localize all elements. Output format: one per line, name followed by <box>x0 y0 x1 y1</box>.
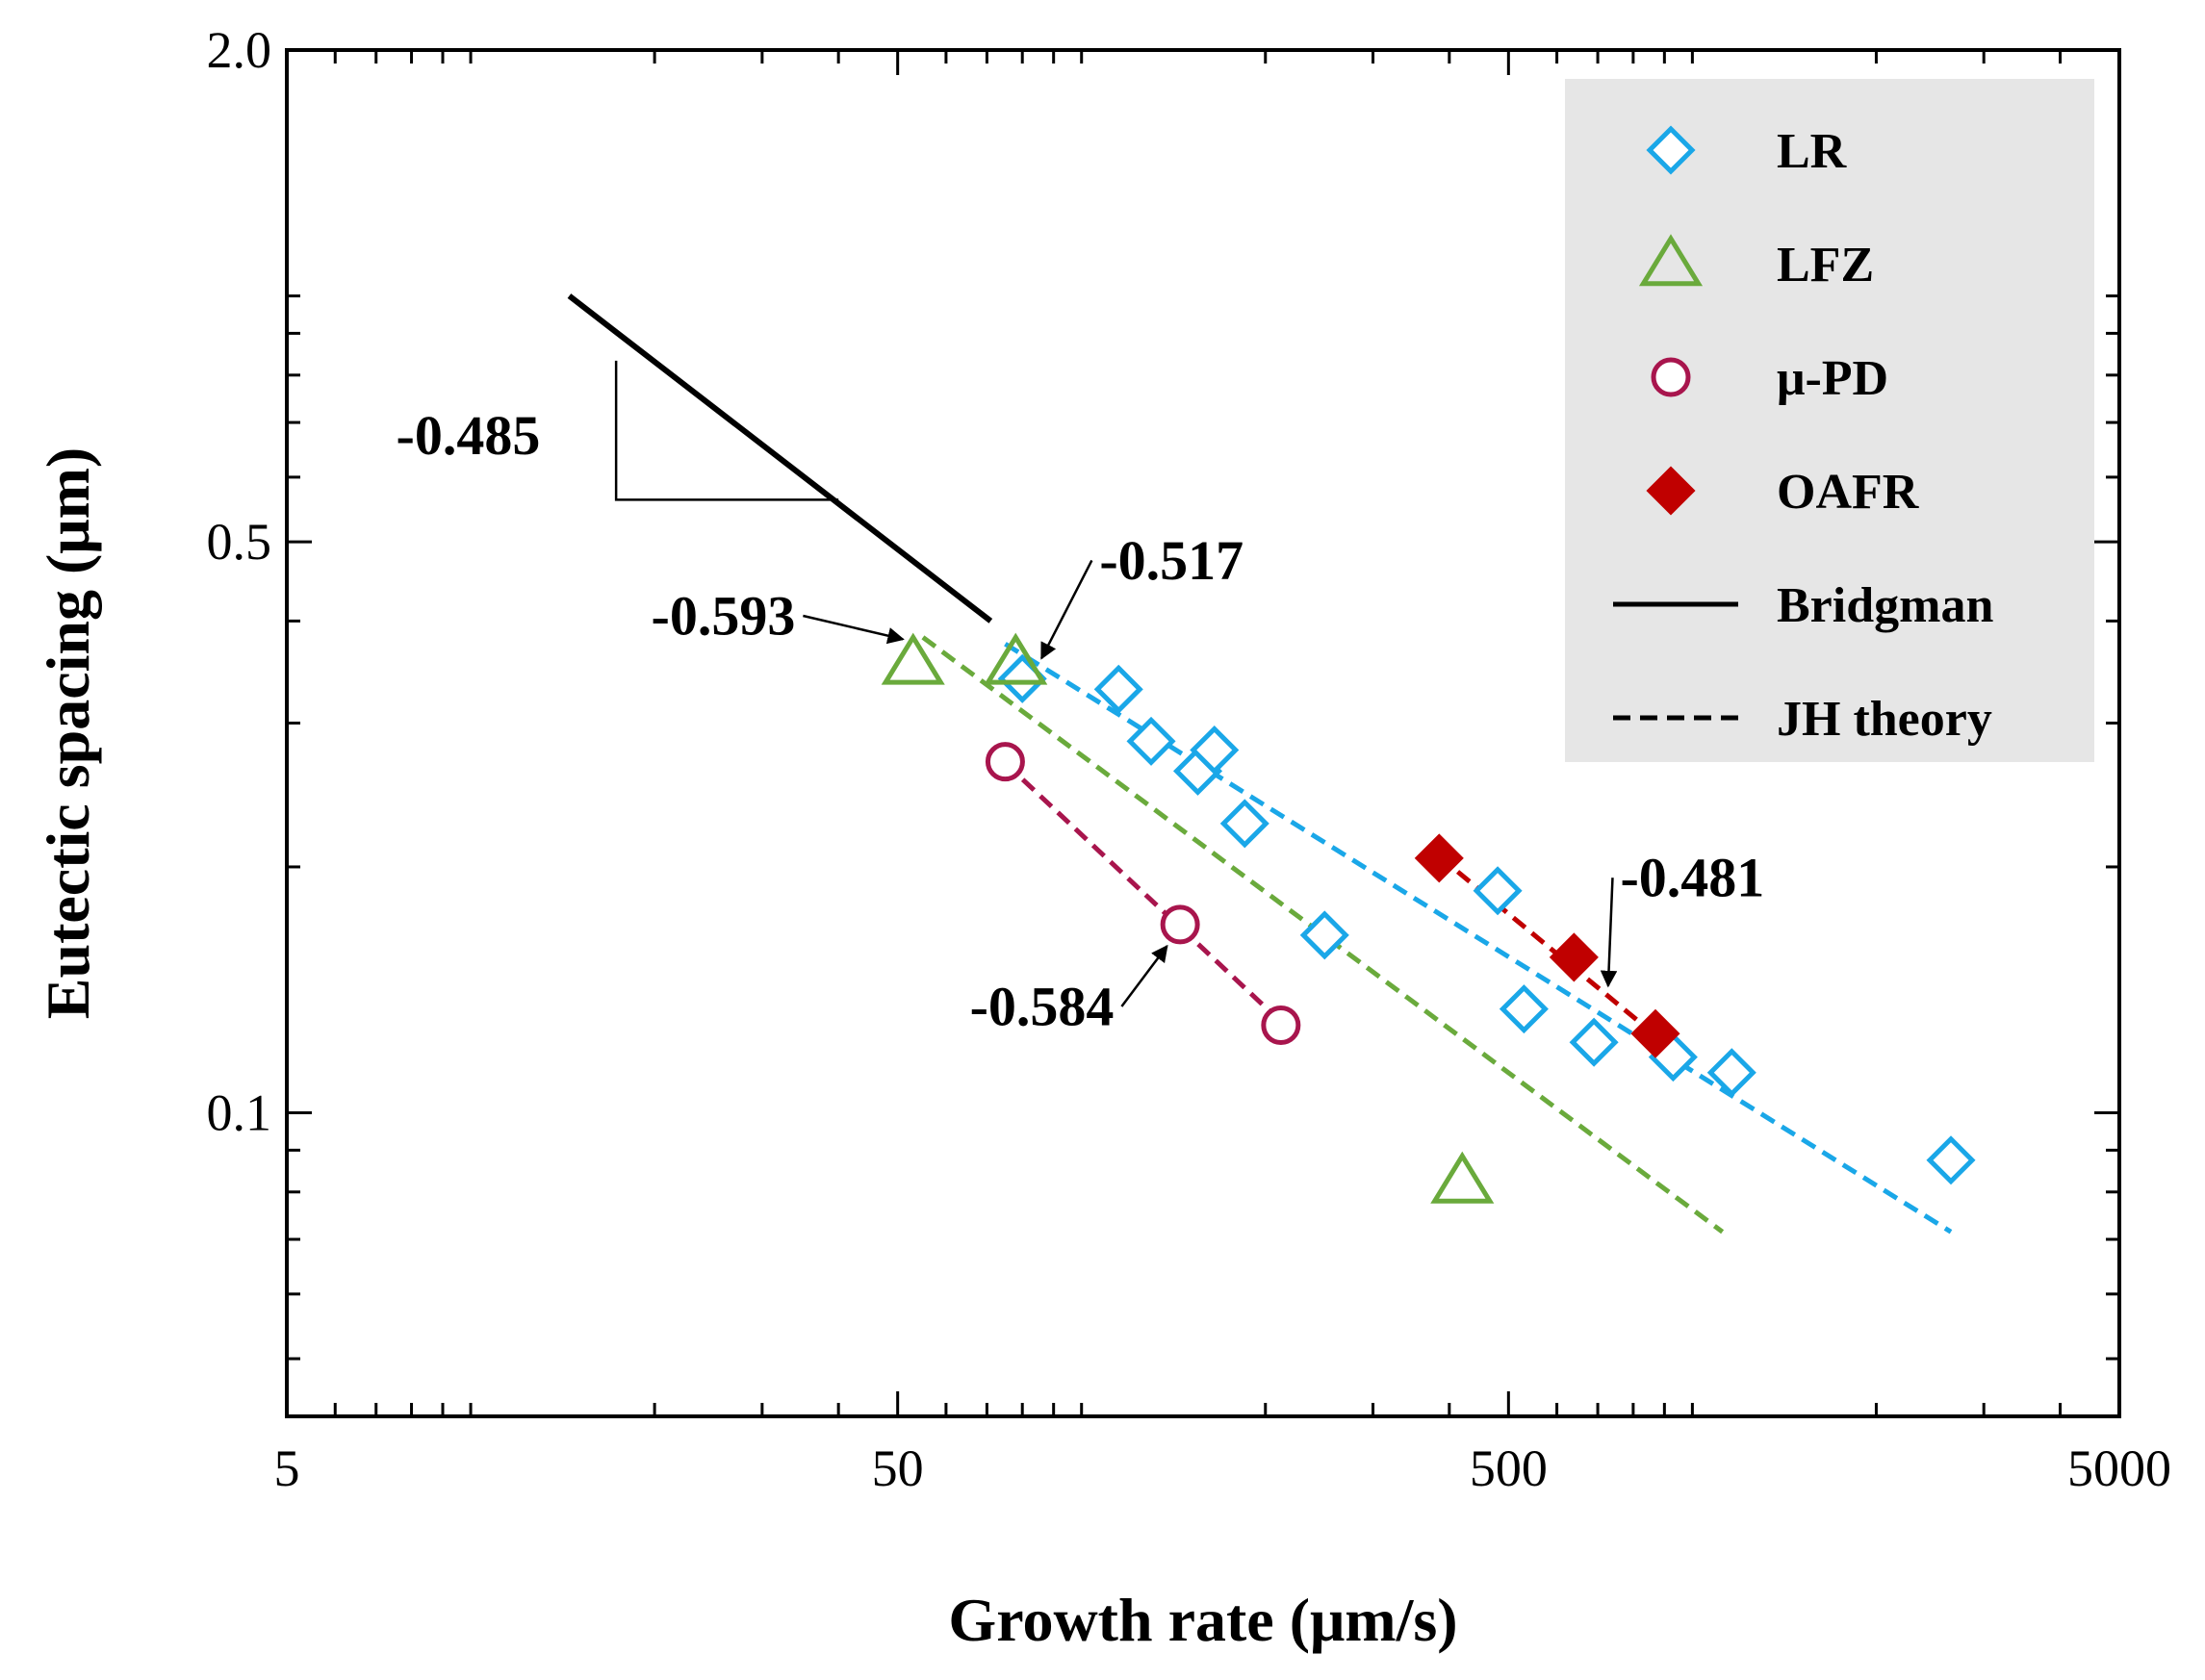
point-lr <box>1299 910 1349 960</box>
slope-annotations: -0.485 -0.593 -0.517 -0.584 -0.481 <box>397 404 1765 1037</box>
data-points <box>881 632 1976 1204</box>
legend-label-lfz: LFZ <box>1777 238 1874 293</box>
slope-triangle <box>614 360 839 501</box>
slope-label: -0.593 <box>652 584 796 647</box>
slope-arrow <box>1600 878 1618 988</box>
legend-label-oafr: OAFR <box>1777 465 1920 520</box>
point-oafr <box>1414 833 1464 883</box>
y-tick-label: 0.1 <box>207 1084 272 1142</box>
legend-marker-oafr <box>1646 466 1696 516</box>
slope-label: -0.481 <box>1620 847 1764 909</box>
point-lfz <box>1430 1151 1495 1204</box>
legend-label-jh-theory: JH theory <box>1777 692 1992 747</box>
point-mu-pd <box>1160 904 1200 945</box>
point-oafr <box>1549 932 1599 982</box>
point-lr <box>1569 1017 1619 1067</box>
point-lr <box>1706 1048 1756 1098</box>
point-mu-pd <box>985 742 1025 782</box>
point-lfz <box>881 632 945 685</box>
slope-label: -0.517 <box>1099 529 1244 592</box>
legend-marker-lfz <box>1638 234 1704 287</box>
bridgman-reference <box>567 293 993 624</box>
x-tick-label: 5 <box>274 1439 300 1497</box>
point-lr <box>1093 664 1143 714</box>
point-oafr <box>1630 1008 1680 1058</box>
fit-line-lr <box>1004 642 1953 1235</box>
slope-arrow <box>803 614 905 645</box>
point-lr <box>1190 725 1240 776</box>
x-tick-label: 50 <box>872 1439 924 1497</box>
slope-label: -0.584 <box>970 976 1115 1038</box>
plot-frame <box>285 48 2121 1418</box>
legend-label-bridgman: Bridgman <box>1777 578 1993 633</box>
slope-label: -0.485 <box>397 404 541 467</box>
point-lfz <box>984 632 1048 685</box>
point-lr <box>1473 866 1523 916</box>
legend-label-mu-pd: μ-PD <box>1777 351 1888 406</box>
point-lr <box>1926 1135 1976 1185</box>
point-mu-pd <box>1261 1005 1301 1046</box>
slope-arrow <box>1120 944 1168 1007</box>
slope-arrow <box>1040 559 1093 660</box>
legend-marker-lr <box>1646 125 1696 175</box>
y-axis-title: Eutectic spacing (μm) <box>34 447 102 1019</box>
legend-box <box>1565 79 2094 762</box>
fit-line-mu-pd <box>1003 761 1287 1028</box>
legend: LR LFZ μ-PD OAFR Bridgman JH theory <box>1565 79 2094 762</box>
bridgman-line <box>567 293 993 624</box>
legend-label-lr: LR <box>1777 124 1848 179</box>
x-axis-title: Growth rate (μm/s) <box>948 1586 1457 1654</box>
fit-lines <box>921 635 1953 1235</box>
fit-line-lfz <box>921 635 1725 1235</box>
axes: 5 50 500 5000 0.1 0.5 2.0 <box>207 21 2172 1497</box>
point-lr <box>1499 984 1549 1034</box>
y-tick-label: 0.5 <box>207 513 272 571</box>
x-tick-label: 5000 <box>2067 1439 2171 1497</box>
x-tick-label: 500 <box>1470 1439 1548 1497</box>
legend-marker-mu-pd <box>1651 357 1691 397</box>
point-lr <box>1219 799 1269 849</box>
y-tick-label: 2.0 <box>207 21 272 79</box>
point-lr <box>1126 716 1176 766</box>
